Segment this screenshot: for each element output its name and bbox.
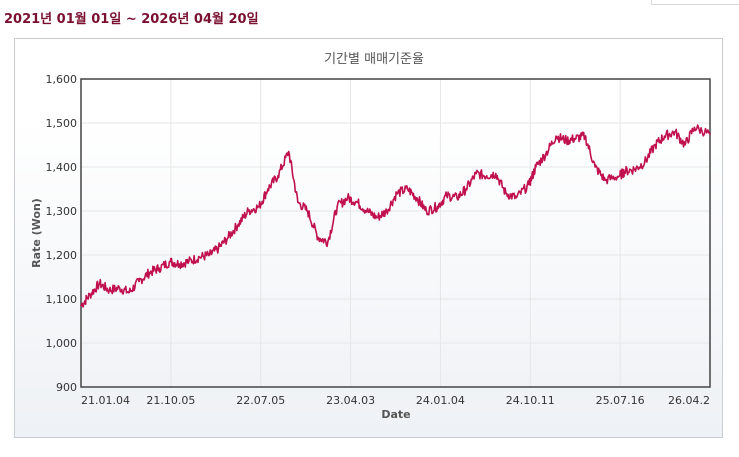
y-tick-label: 1,200 [46, 249, 78, 262]
exchange-rate-chart: 기간별 매매기준율 1,600 1,500 1,400 1,300 1,200 1,100… [30, 52, 711, 421]
data-point [208, 254, 211, 256]
data-point [415, 197, 418, 199]
x-axis-label: Date [381, 408, 410, 421]
x-axis-ticks: 21.01.04 21.10.05 22.07.05 23.04.03 24.01.04… [81, 394, 710, 407]
data-point [465, 188, 467, 190]
data-point [634, 168, 636, 170]
data-point [356, 201, 358, 203]
data-point [425, 210, 428, 212]
data-point [643, 161, 646, 164]
data-point [594, 166, 596, 168]
x-tick-label: 25.07.16 [596, 394, 645, 407]
data-point [306, 210, 309, 212]
y-tick-label: 1,300 [46, 205, 78, 218]
data-point [227, 236, 229, 239]
data-point [277, 175, 279, 177]
data-point [198, 256, 201, 258]
y-tick-label: 1,400 [46, 161, 78, 174]
data-point [693, 126, 696, 129]
data-point [709, 133, 711, 135]
data-point [475, 172, 478, 175]
data-point [674, 131, 676, 133]
rate-series-line [80, 124, 711, 308]
data-point [336, 205, 339, 208]
data-point [118, 287, 121, 289]
data-point [108, 289, 111, 291]
y-tick-label: 900 [56, 381, 77, 394]
x-tick-label: 21.10.05 [146, 394, 195, 407]
x-tick-label: 23.04.03 [326, 394, 375, 407]
data-point [80, 304, 82, 307]
data-point [237, 223, 240, 225]
data-point [138, 280, 140, 283]
data-point [505, 192, 507, 195]
data-point [376, 216, 379, 219]
data-point [98, 282, 101, 285]
data-point [495, 172, 497, 175]
data-point [89, 293, 91, 296]
data-point [247, 210, 250, 212]
data-point [188, 260, 190, 263]
data-point [169, 260, 171, 263]
data-point [267, 188, 269, 190]
y-tick-label: 1,000 [46, 337, 78, 350]
y-tick-label: 1,600 [46, 73, 78, 86]
data-point [584, 135, 586, 137]
x-tick-label: 22.07.05 [236, 394, 285, 407]
data-point [366, 210, 368, 212]
data-point [148, 271, 151, 274]
data-point [485, 175, 488, 177]
x-tick-label: 21.01.04 [81, 394, 130, 407]
data-point [555, 135, 557, 137]
grid-lines [80, 78, 711, 388]
data-point [456, 197, 458, 199]
data-point [327, 241, 329, 243]
data-point [684, 144, 686, 146]
y-tick-label: 1,100 [46, 293, 78, 306]
data-point [396, 192, 398, 195]
data-point [445, 194, 448, 197]
plot-frame [80, 78, 711, 388]
y-axis-label: Rate (Won) [30, 198, 43, 268]
data-point [604, 179, 606, 181]
data-point [317, 236, 319, 239]
data-point [346, 197, 349, 199]
data-point [618, 175, 621, 177]
data-point [178, 263, 180, 265]
data-point [406, 188, 409, 190]
data-point [528, 183, 530, 186]
y-tick-label: 1,500 [46, 117, 78, 130]
data-point [654, 144, 657, 146]
data-point [575, 137, 577, 140]
data-point [535, 166, 537, 168]
data-point [297, 201, 299, 203]
date-range-label: 2021년 01월 01일 ~ 2026년 04월 20일 [4, 12, 259, 27]
data-point [565, 139, 568, 142]
data-point [385, 210, 388, 212]
x-tick-label: 24.01.04 [416, 394, 465, 407]
data-point [258, 205, 260, 208]
data-point [663, 135, 666, 137]
data-point [623, 170, 626, 173]
x-tick-label: 26.04.2 [668, 394, 710, 407]
data-point [287, 150, 290, 153]
data-point [436, 205, 439, 208]
chart-title: 기간별 매매기준율 [324, 52, 424, 67]
data-point [217, 247, 220, 250]
series-layer [80, 124, 711, 308]
data-point [158, 267, 160, 269]
chart-panel: 기간별 매매기준율 1,600 1,500 1,400 1,300 1,200 1,100… [14, 38, 723, 438]
x-tick-label: 24.10.11 [506, 394, 555, 407]
top-tab-edge [651, 0, 739, 5]
data-point [515, 197, 518, 199]
y-axis-ticks: 1,600 1,500 1,400 1,300 1,200 1,100 1,000 900 [46, 73, 78, 394]
data-point [545, 153, 547, 155]
data-point [128, 291, 130, 294]
